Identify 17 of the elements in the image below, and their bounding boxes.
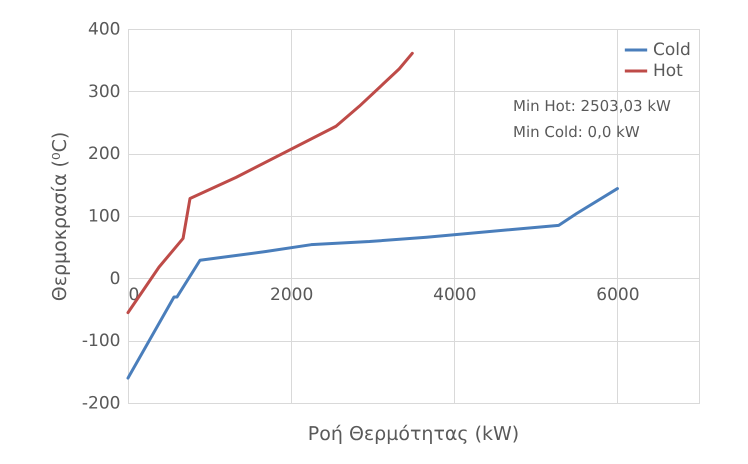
y-tick-label: 400 xyxy=(88,20,120,40)
y-tick-label: -200 xyxy=(82,394,120,414)
annotation: Min Hot: 2503,03 kW xyxy=(513,97,672,115)
y-tick-label: -100 xyxy=(82,331,120,352)
y-axis-title: Θερμοκρασία (⁰C) xyxy=(48,132,71,302)
x-tick-label: 6000 xyxy=(596,284,640,305)
y-tick-label: 100 xyxy=(88,206,120,226)
y-tick-label: 300 xyxy=(88,82,120,102)
line-series xyxy=(126,52,414,314)
annotation: Min Cold: 0,0 kW xyxy=(513,123,640,141)
y-tick-label: 200 xyxy=(88,144,120,164)
x-tick-label: 2000 xyxy=(270,284,314,305)
y-tick-label: 0 xyxy=(110,268,120,289)
x-axis-title: Ροή Θερμότητας (kW) xyxy=(308,423,520,445)
legend-label: Cold xyxy=(653,40,691,60)
x-tick-label: 4000 xyxy=(433,284,476,305)
legend-label: Hot xyxy=(653,61,684,81)
